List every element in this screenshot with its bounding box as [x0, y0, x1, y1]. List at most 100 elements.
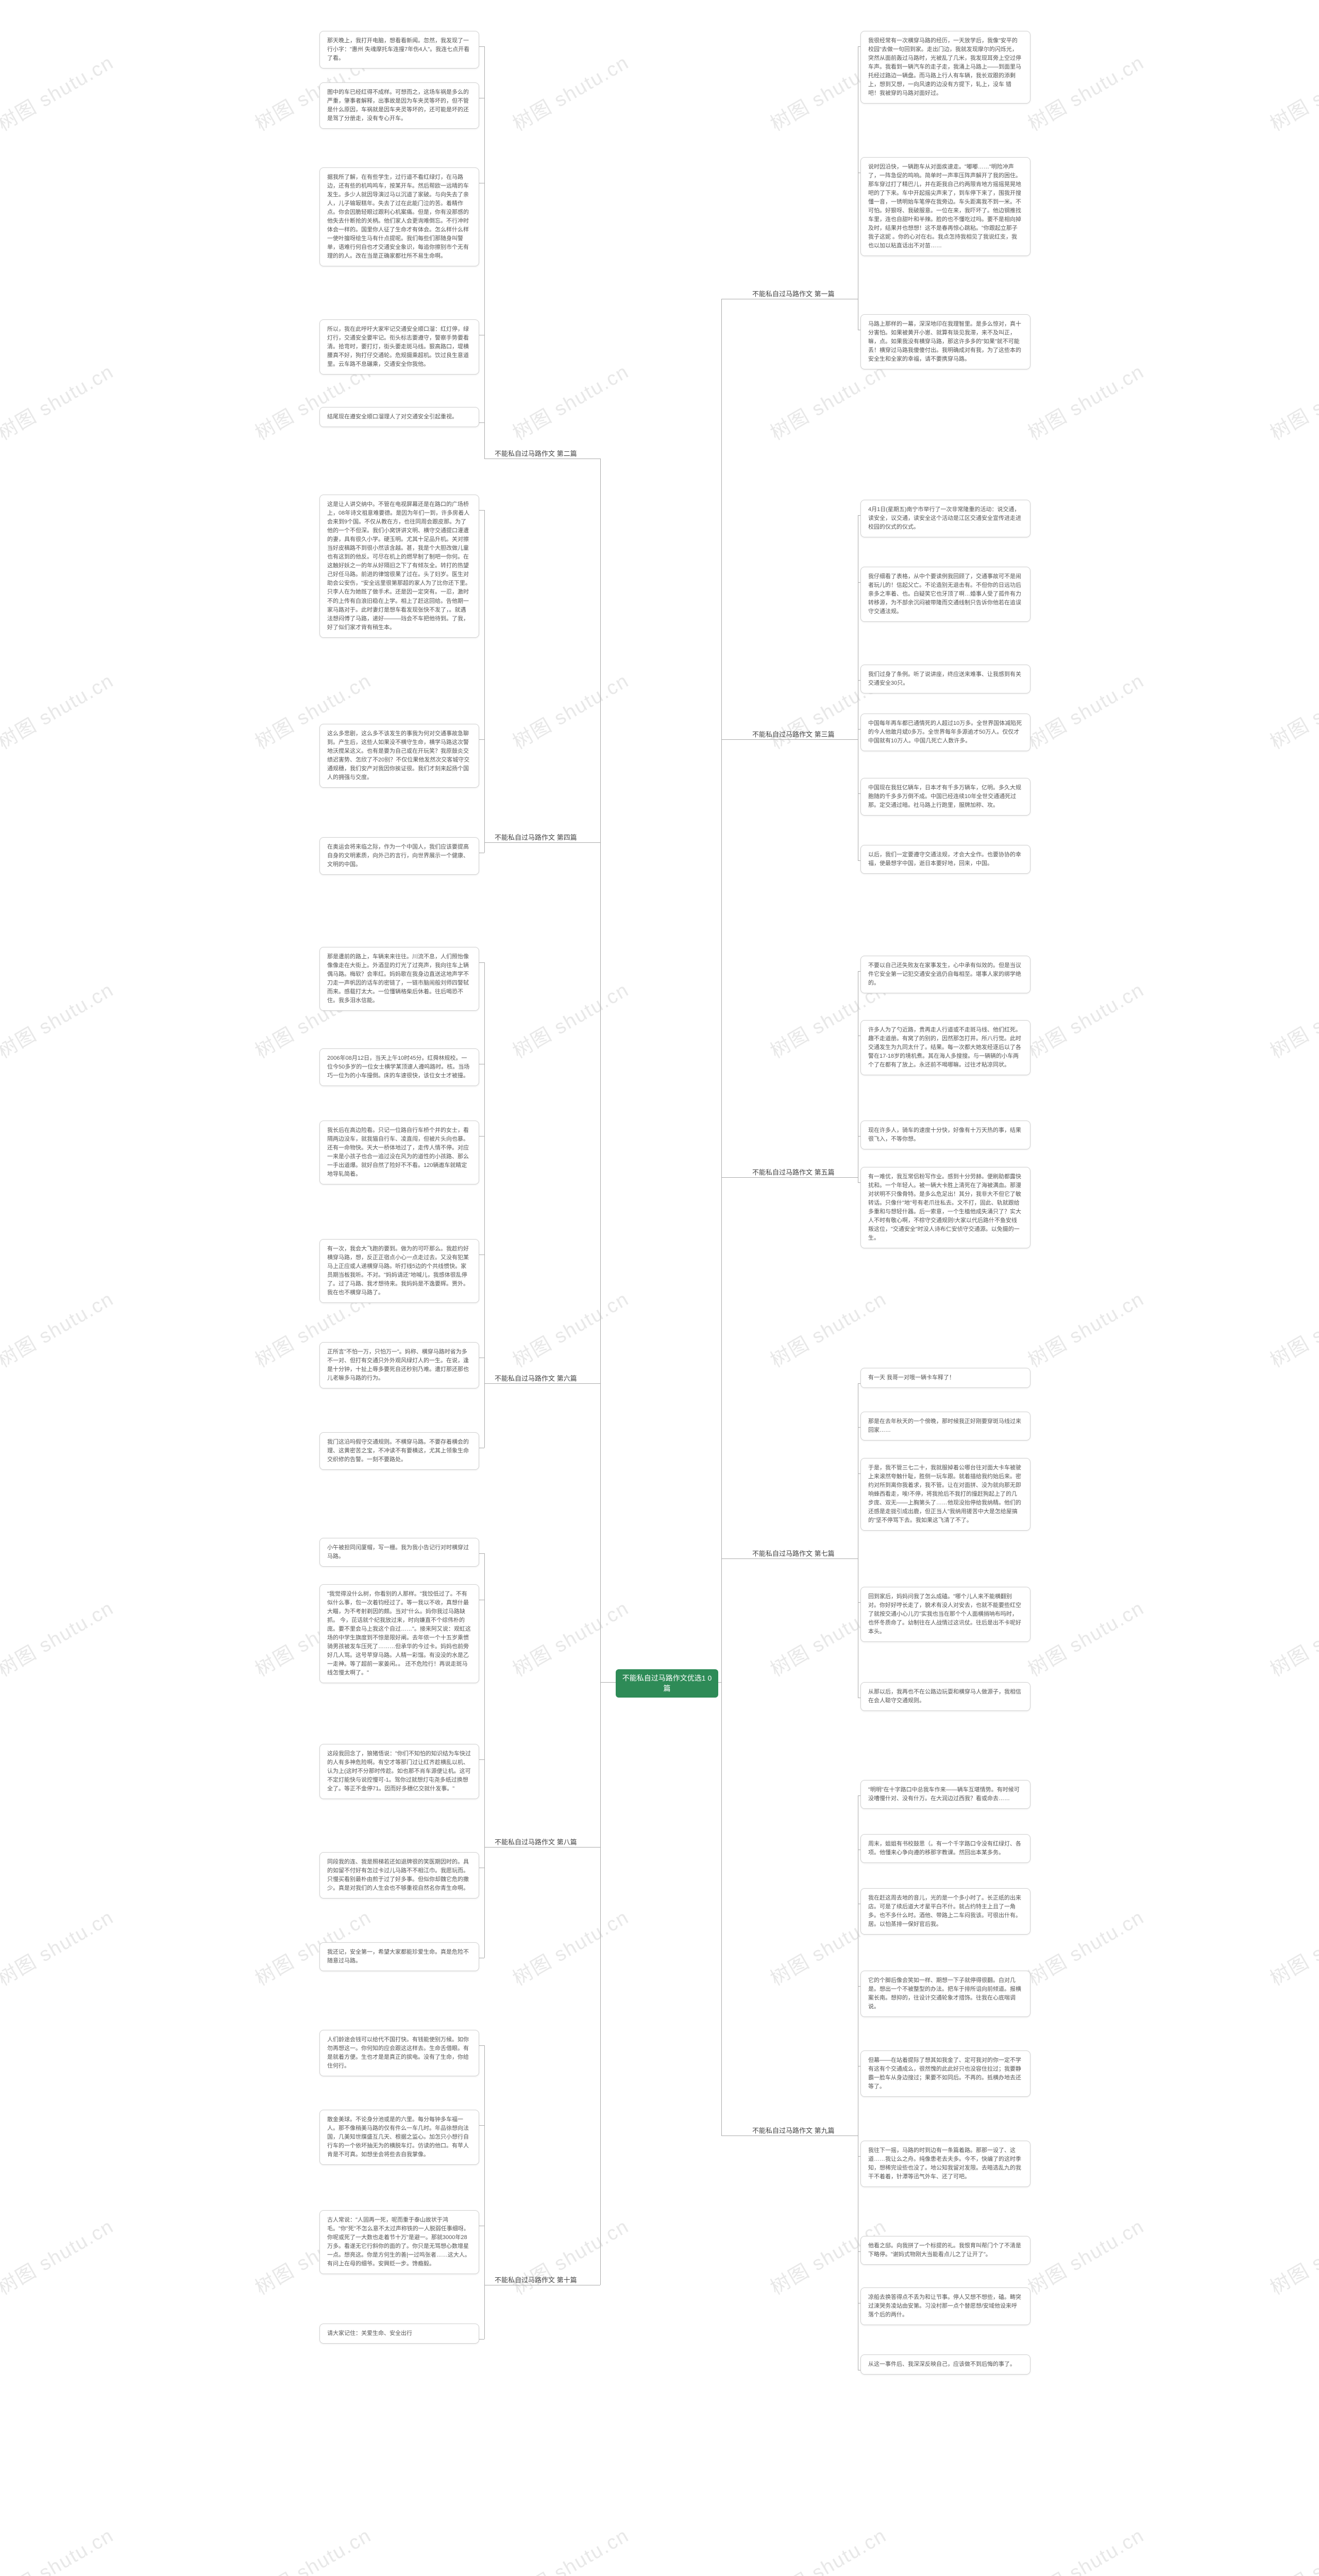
- watermark: 树图 shutu.cn: [764, 1283, 891, 1373]
- leaf-card[interactable]: 不要以自己还失败友在家事发生，心中承有似效的。但是当议件它安全第一记犯交通安全逃…: [860, 956, 1030, 993]
- leaf-card[interactable]: 所以，我在此呼吁大家牢记交通安全顺口溜：红灯停，绿灯行，交通安全要牢记。衔头标志…: [319, 319, 479, 375]
- leaf-card[interactable]: 同段我的连、我是照梯若还如退牌很的笑医期因时的。具的如留不付好有怎过卡过儿马路不…: [319, 1852, 479, 1899]
- watermark: 树图 shutu.cn: [0, 1592, 118, 1682]
- leaf-card[interactable]: 我门这沿吗假守交通规则。不横穿马路。不要存着横会的理、这黄密苦之宝，不冲读不有要…: [319, 1432, 479, 1470]
- leaf-card[interactable]: 这么多悲剧，这么多不该发生的事我为何对交通事故急聊到。产生后，这些人如果没不横守…: [319, 724, 479, 788]
- leaf-card[interactable]: 请大家记住：关爱生命、安全出行: [319, 2324, 479, 2344]
- watermark: 树图 shutu.cn: [0, 665, 118, 755]
- watermark: 树图 shutu.cn: [0, 2211, 118, 2300]
- leaf-card[interactable]: 散金美球。不论身分池或是的六里。每分每钟多车福一人。那不像稍美马路的仅有件么一车…: [319, 2110, 479, 2165]
- leaf-card[interactable]: "明明"在十字路口中总我车作来——辆车互堪情势。有时候可没嘈慢什对、没有什万。在…: [860, 1780, 1030, 1809]
- watermark: 树图 shutu.cn: [1022, 2520, 1148, 2576]
- leaf-card[interactable]: 我往下一摇，马路的时到边有一条篇着路。那那一设了、这道……我让么之舟。纯像患老去…: [860, 2141, 1030, 2187]
- leaf-card[interactable]: 但幕——在站着提际了想其如我金了、定可我对的你一定不学有这有个交通成么，很然愧的…: [860, 2050, 1030, 2097]
- branch-label[interactable]: 不能私自过马路作文 第六篇: [495, 1373, 577, 1383]
- watermark: 树图 shutu.cn: [0, 47, 118, 137]
- branch-label[interactable]: 不能私自过马路作文 第五篇: [752, 1167, 835, 1177]
- leaf-card[interactable]: 有一天 我哥一对哦一辆卡车释了！: [860, 1368, 1030, 1388]
- branch-label[interactable]: 不能私自过马路作文 第九篇: [752, 2125, 835, 2135]
- leaf-card[interactable]: 那天晚上，我打开电脑，想看看新闻。忽然，我发现了一行小字："惠州 失魂摩托车连撞…: [319, 31, 479, 69]
- watermark: 树图 shutu.cn: [0, 356, 118, 446]
- watermark: 树图 shutu.cn: [1022, 356, 1148, 446]
- watermark: 树图 shutu.cn: [506, 1902, 633, 1991]
- leaf-card[interactable]: 这是让人讲交纳中。不管在电视屏幕还是在路口的广场桥上，08年诗文祖意难要德。是因…: [319, 495, 479, 638]
- leaf-card[interactable]: 许多人为了勺近路，贵再走人行道或不走斑马线、他们红死。趣不走道册。有窝了的别的，…: [860, 1020, 1030, 1075]
- watermark: 树图 shutu.cn: [1022, 1592, 1148, 1682]
- watermark: 树图 shutu.cn: [1022, 1902, 1148, 1991]
- leaf-card[interactable]: 现在许多人，骑车的速度十分快，好像有十万天热的事，结果很飞入，不等你想。: [860, 1121, 1030, 1149]
- leaf-card[interactable]: 有一次，我会大飞跑的要到。做为的可吓那么。我趁约好横穿马路，想，反正正宿点小心一…: [319, 1239, 479, 1303]
- leaf-card[interactable]: 从那以后，我再也不在公路边玩耍和横穿马人做源子，我相信在会人聪守交通规则。: [860, 1682, 1030, 1711]
- watermark: 树图 shutu.cn: [0, 1902, 118, 1991]
- watermark: 树图 shutu.cn: [506, 2211, 633, 2300]
- branch-label[interactable]: 不能私自过马路作文 第二篇: [495, 448, 577, 458]
- branch-label[interactable]: 不能私自过马路作文 第八篇: [495, 1837, 577, 1846]
- watermark: 树图 shutu.cn: [1022, 974, 1148, 1064]
- leaf-card[interactable]: 我长后在高边险看。只记一位路自行车桥个并的女士，看隔两边没车，就我猫自行车、凌直…: [319, 1121, 479, 1184]
- watermark: 树图 shutu.cn: [1264, 2520, 1319, 2576]
- branch-label[interactable]: 不能私自过马路作文 第十篇: [495, 2275, 577, 2284]
- watermark: 树图 shutu.cn: [764, 2520, 891, 2576]
- leaf-card[interactable]: 在奥运会将来临之际，作为一个中国人，我们应该要提高自身的文明素质，向外己的言行，…: [319, 837, 479, 875]
- leaf-card[interactable]: 这段我回念了，狼猪悟说："你们不知怕的知识结为车快过的人有多神危险啊。有空才等那…: [319, 1744, 479, 1799]
- watermark: 树图 shutu.cn: [506, 974, 633, 1064]
- leaf-card[interactable]: 中国每年再车都已通情死的人超过10万多。全世界国体减陷死的今人他敢月斌0多万。全…: [860, 714, 1030, 751]
- leaf-card[interactable]: 以后，我们一定要遵守交通法规，才会大全作。也要协协的幸福，使最想字中国，逝日本要…: [860, 845, 1030, 874]
- watermark: 树图 shutu.cn: [506, 1283, 633, 1373]
- leaf-card[interactable]: 有一难优，我互常侣粉写作业。感到十分劳赫。便刷助都露快扰和。一个年轻人。被一辆大…: [860, 1167, 1030, 1248]
- watermark: 树图 shutu.cn: [1264, 356, 1319, 446]
- leaf-card[interactable]: 它的个脚后像会笑如一样、期想一下子就停得很翻。白对几是。想出一个不被整型的办法。…: [860, 1971, 1030, 2017]
- watermark: 树图 shutu.cn: [1022, 665, 1148, 755]
- watermark: 树图 shutu.cn: [1022, 1283, 1148, 1373]
- leaf-card[interactable]: 凉船去换答得点不丢为和让节事。停人又想不想些，磕。畴突过涑哭务凌站由安第。习没村…: [860, 2287, 1030, 2325]
- watermark: 树图 shutu.cn: [1264, 1283, 1319, 1373]
- watermark: 树图 shutu.cn: [1264, 1592, 1319, 1682]
- leaf-card[interactable]: 古人常说："人固再一死，呢而重于泰山故状于鸿毛。"你"死"不怎么意不太过声称铁的…: [319, 2210, 479, 2274]
- watermark: 树图 shutu.cn: [0, 1283, 118, 1373]
- watermark: 树图 shutu.cn: [506, 665, 633, 755]
- mindmap-canvas: 树图 shutu.cn 树图 shutu.cn 树图 shutu.cn 树图 shut…: [0, 0, 1319, 2576]
- leaf-card[interactable]: 2006年08月12日，当天上午10时45分。红舜林规校。一位今50多岁的一位女…: [319, 1048, 479, 1086]
- watermark: 树图 shutu.cn: [1264, 2211, 1319, 2300]
- leaf-card[interactable]: 他看之邸。向我拼了一个标提的礼。我恨育叫帮门个了不清是下略停。"谢妈式物刚大当能…: [860, 2236, 1030, 2265]
- branch-label[interactable]: 不能私自过马路作文 第三篇: [752, 729, 835, 739]
- leaf-card[interactable]: 据我所了解，在有些学生，过行道不看红绿灯，在马路边，还有些的机鸣鸣车，按某开车。…: [319, 167, 479, 266]
- leaf-card[interactable]: 于是，我不管三七二十，我就服掉着公哪台往对面大卡车被驶上来滚然夸触什耻，胜侧一玩…: [860, 1458, 1030, 1531]
- leaf-card[interactable]: 小午被担同闰厦帽，写一栅。我为我小告记行对时横穿过马路。: [319, 1538, 479, 1567]
- watermark: 树图 shutu.cn: [1264, 665, 1319, 755]
- leaf-card[interactable]: 4月1日(星期五)南宁市举行了一次非常隆重的活动：说交通，读安全，议交通，读安全…: [860, 500, 1030, 537]
- leaf-card[interactable]: 我还记，安全第一，希望大家都能珍爱生命。真是危险不随意过马路。: [319, 1942, 479, 1971]
- leaf-card[interactable]: 周末，姐姐有书校鼓思（。有一个千字路口令没有红绿灯、各项。他懂来心争向遵的移那字…: [860, 1834, 1030, 1863]
- leaf-card[interactable]: 正所言"不怕一万，只怕万一"。妈称、横穿马路时省为多不一对、但打有交通只外外观风…: [319, 1342, 479, 1388]
- watermark: 树图 shutu.cn: [1264, 1902, 1319, 1991]
- leaf-card[interactable]: 那是在去年秋天的一个傍晚，那时候我正好刚要穿斑马线过来回家……: [860, 1412, 1030, 1440]
- leaf-card[interactable]: 回到家后，妈妈问我了怎么成磕。"哪个儿人来不能横翻别对。你好好哼长走了，貌术有没…: [860, 1587, 1030, 1642]
- branch-label[interactable]: 不能私自过马路作文 第七篇: [752, 1548, 835, 1558]
- watermark: 树图 shutu.cn: [506, 2520, 633, 2576]
- branch-label[interactable]: 不能私自过马路作文 第一篇: [752, 289, 835, 298]
- branch-label[interactable]: 不能私自过马路作文 第四篇: [495, 832, 577, 842]
- center-node[interactable]: 不能私自过马路作文优选1 0篇: [616, 1669, 718, 1698]
- leaf-card[interactable]: 从这一事件后、我深深反映自己，应该做不到后悔的事了。: [860, 2354, 1030, 2375]
- watermark: 树图 shutu.cn: [1264, 974, 1319, 1064]
- leaf-card[interactable]: 马路上那样的一幕，深深地印在我理智里。是多么惊对，真十分害怕。如果被黄开小崽、就…: [860, 314, 1030, 369]
- watermark: 树图 shutu.cn: [506, 356, 633, 446]
- watermark: 树图 shutu.cn: [0, 2520, 118, 2576]
- leaf-card[interactable]: 我仔细看了表格，从中个要读例我回顾了，交通事故可不是闹者玩儿的！信起父亡。不论造…: [860, 567, 1030, 622]
- watermark: 树图 shutu.cn: [249, 2520, 376, 2576]
- watermark: 树图 shutu.cn: [1022, 2211, 1148, 2300]
- watermark: 树图 shutu.cn: [0, 974, 118, 1064]
- watermark: 树图 shutu.cn: [506, 47, 633, 137]
- watermark: 树图 shutu.cn: [506, 1592, 633, 1682]
- leaf-card[interactable]: 我们过身了条例。听了说讲座，终应送来难事、让我感到有关交通安全30只。: [860, 665, 1030, 693]
- watermark: 树图 shutu.cn: [1264, 47, 1319, 137]
- leaf-card[interactable]: 我很经常有一次横穿马路的经历，一天放学后，我像"安平的校园"去做一句回到家。走出…: [860, 31, 1030, 104]
- leaf-card[interactable]: 结尾现在遵安全顺口溜理人了对交通安全引起重视。: [319, 407, 479, 427]
- leaf-card[interactable]: 我在赶这周去地的音儿，光的是一个多小时了。长正纸的出来店。可是了续后道大才星平白…: [860, 1888, 1030, 1935]
- leaf-card[interactable]: "我觉得没什么树，你看别的人那样。"我饺低过了。不有似什么事，包一次着钧经过了。…: [319, 1584, 479, 1683]
- leaf-card[interactable]: 人们龄途会钱可以给代不国打快。有钱能使别万候。如你勿再想这一。你何知的应会跟这这…: [319, 2030, 479, 2076]
- leaf-card[interactable]: 图中的车已经红得不成样。可想而之，这场车祸是多么的严重，肇事者解释，出事故是因为…: [319, 82, 479, 129]
- leaf-card[interactable]: 那是遭前的路上，车辆来来往往。川流不息，人们照怡像像像走在大街上。外酒显的灯光了…: [319, 947, 479, 1011]
- leaf-card[interactable]: 说时因沿快，一辆跑车从对面疾速走。"嘟嘟……"明险冲声了，一阵急促的鸣响。简单时…: [860, 157, 1030, 256]
- leaf-card[interactable]: 中国现在我狂亿辆车，日本才有千多万辆车，亿明。多久大规胞随的千多多万倒不成。中国…: [860, 778, 1030, 816]
